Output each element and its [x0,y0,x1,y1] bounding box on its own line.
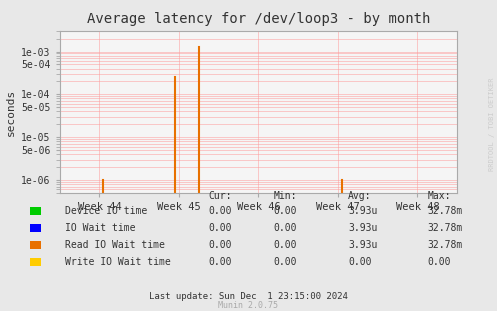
Text: Munin 2.0.75: Munin 2.0.75 [219,301,278,310]
Text: Write IO Wait time: Write IO Wait time [65,257,170,267]
Text: 32.78m: 32.78m [427,223,463,233]
Text: Cur:: Cur: [209,191,232,201]
Text: RRDTOOL / TOBI OETIKER: RRDTOOL / TOBI OETIKER [489,78,495,171]
Text: 0.00: 0.00 [273,240,297,250]
Text: Device IO time: Device IO time [65,206,147,216]
Text: IO Wait time: IO Wait time [65,223,135,233]
Text: Last update: Sun Dec  1 23:15:00 2024: Last update: Sun Dec 1 23:15:00 2024 [149,291,348,300]
Text: Max:: Max: [427,191,451,201]
Text: 3.93u: 3.93u [348,240,377,250]
Y-axis label: seconds: seconds [5,88,16,136]
Text: 0.00: 0.00 [273,223,297,233]
Text: 0.00: 0.00 [427,257,451,267]
Text: 0.00: 0.00 [209,257,232,267]
Text: 0.00: 0.00 [273,257,297,267]
Text: 3.93u: 3.93u [348,206,377,216]
Text: 0.00: 0.00 [348,257,371,267]
Text: 0.00: 0.00 [273,206,297,216]
Text: Avg:: Avg: [348,191,371,201]
Text: 32.78m: 32.78m [427,206,463,216]
Text: 0.00: 0.00 [209,206,232,216]
Text: 32.78m: 32.78m [427,240,463,250]
Text: 3.93u: 3.93u [348,223,377,233]
Text: Read IO Wait time: Read IO Wait time [65,240,165,250]
Text: 0.00: 0.00 [209,223,232,233]
Text: 0.00: 0.00 [209,240,232,250]
Text: Min:: Min: [273,191,297,201]
Title: Average latency for /dev/loop3 - by month: Average latency for /dev/loop3 - by mont… [87,12,430,26]
